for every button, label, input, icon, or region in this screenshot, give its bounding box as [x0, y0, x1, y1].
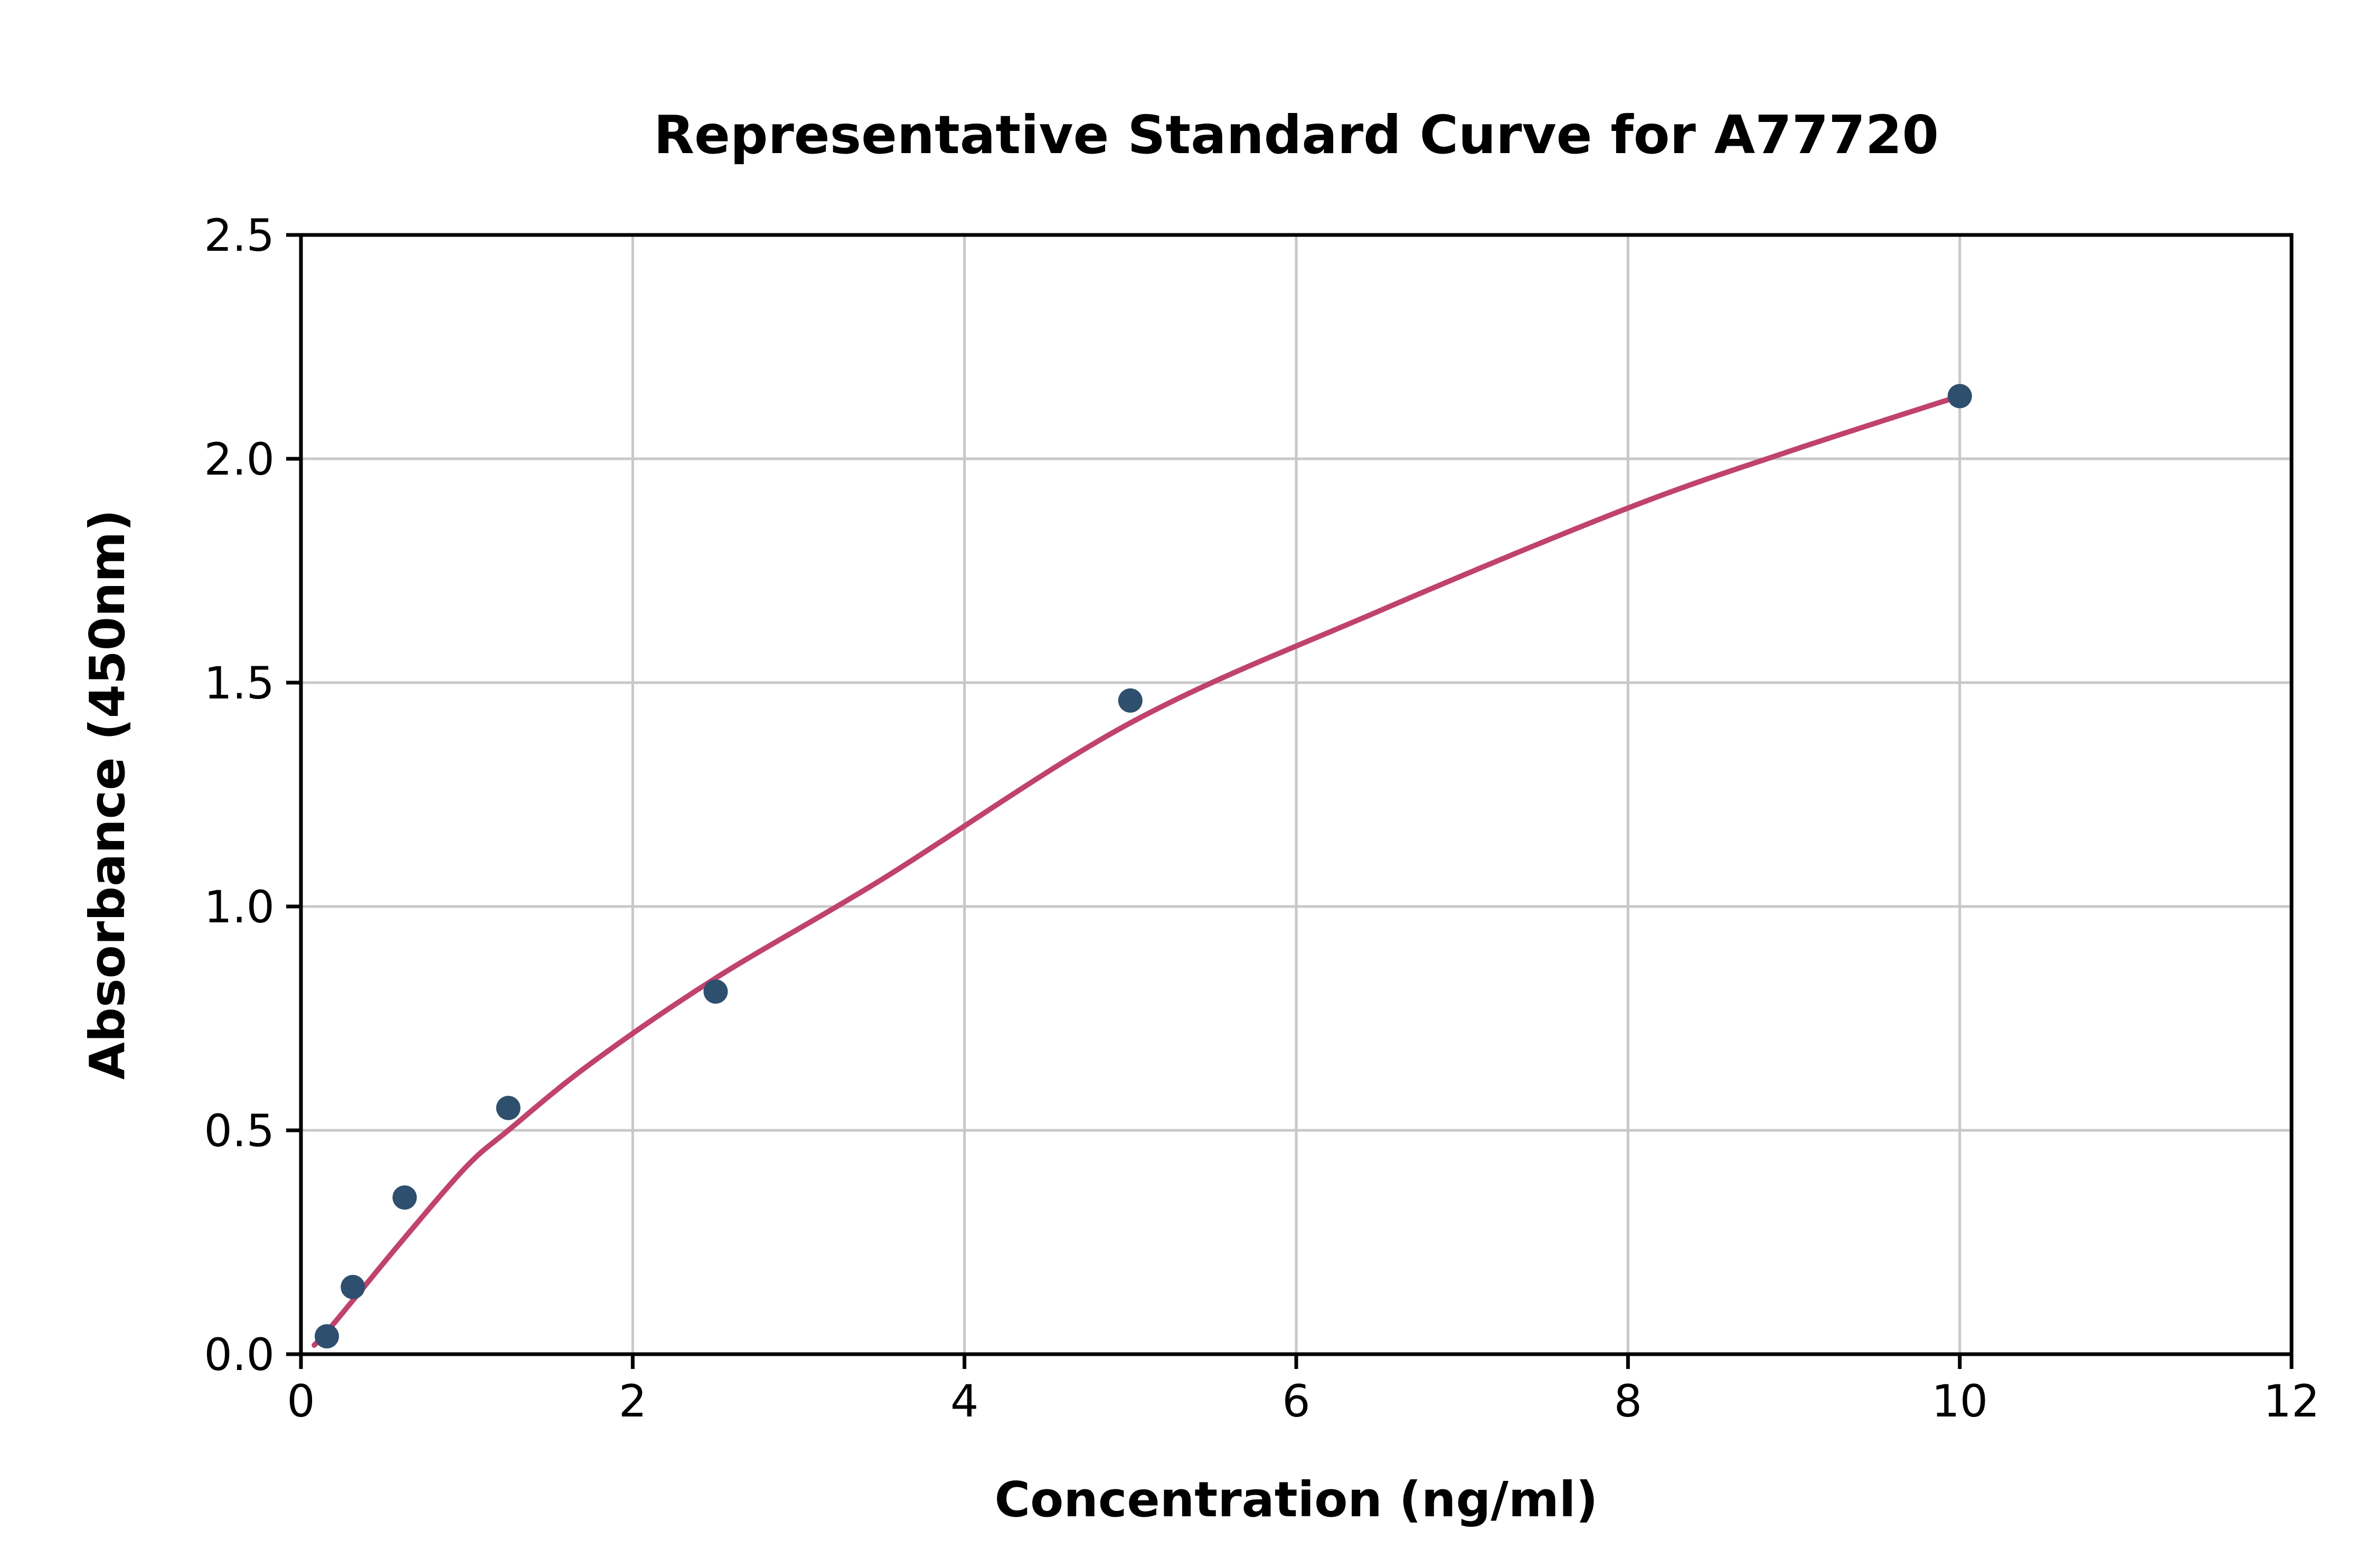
y-tick-label: 1.0 [204, 881, 275, 933]
x-tick-label: 10 [1931, 1375, 1988, 1427]
data-point [1118, 688, 1143, 713]
plot-area: 0 2 4 6 8 10 12 0.0 0.5 1.0 1.5 2.0 2.5 [204, 210, 2320, 1427]
data-point [703, 979, 728, 1004]
x-tick-label: 6 [1282, 1375, 1310, 1427]
data-point [1947, 384, 1972, 409]
y-tick-label: 0.0 [204, 1329, 275, 1381]
fit-curve [312, 393, 1963, 1348]
y-tick-label: 2.0 [204, 433, 275, 485]
chart-title: Representative Standard Curve for A77720 [654, 104, 1939, 166]
x-tick-label: 0 [287, 1375, 315, 1427]
data-point [496, 1095, 521, 1120]
x-axis-label: Concentration (ng/ml) [995, 1471, 1598, 1528]
data-point [392, 1185, 417, 1210]
data-point [315, 1324, 339, 1349]
x-tick-label: 2 [619, 1375, 647, 1427]
x-tick-label: 4 [950, 1375, 978, 1427]
y-tick-label: 2.5 [204, 210, 275, 261]
data-point [341, 1274, 365, 1299]
y-axis-label: Absorbance (450nm) [79, 509, 136, 1080]
y-tick-label: 1.5 [204, 657, 275, 709]
x-tick-label: 8 [1614, 1375, 1642, 1427]
x-tick-label: 12 [2264, 1375, 2320, 1427]
y-tick-label: 0.5 [204, 1105, 275, 1157]
